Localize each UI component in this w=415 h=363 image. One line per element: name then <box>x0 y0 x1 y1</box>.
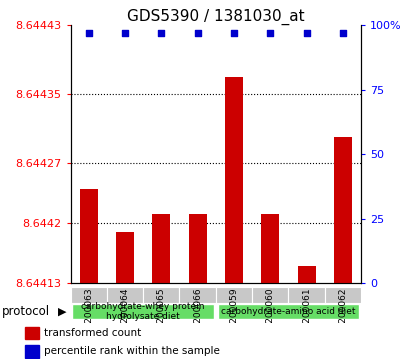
Point <box>339 30 346 36</box>
Bar <box>25 327 39 339</box>
Bar <box>80 189 98 283</box>
Bar <box>107 287 143 303</box>
Bar <box>288 287 325 303</box>
Text: GSM1200061: GSM1200061 <box>302 287 311 348</box>
Text: ▶: ▶ <box>58 306 66 316</box>
Bar <box>116 232 134 283</box>
Point <box>85 30 92 36</box>
Text: carbohydrate-whey protein
hydrolysate diet: carbohydrate-whey protein hydrolysate di… <box>81 302 205 321</box>
Bar <box>325 287 361 303</box>
Bar <box>188 215 207 283</box>
Bar <box>143 287 179 303</box>
Bar <box>216 287 252 303</box>
Bar <box>152 215 171 283</box>
Text: GSM1200066: GSM1200066 <box>193 287 202 348</box>
Point <box>122 30 128 36</box>
Bar <box>72 304 214 319</box>
Bar <box>261 215 279 283</box>
Text: GSM1200062: GSM1200062 <box>338 287 347 348</box>
Text: protocol: protocol <box>2 305 50 318</box>
Bar <box>25 345 39 358</box>
Bar <box>252 287 288 303</box>
Text: GSM1200060: GSM1200060 <box>266 287 275 348</box>
Point <box>303 30 310 36</box>
Bar <box>179 287 216 303</box>
Text: GSM1200064: GSM1200064 <box>120 287 129 348</box>
Text: transformed count: transformed count <box>44 328 141 338</box>
Bar <box>225 77 243 283</box>
Point <box>267 30 273 36</box>
Point <box>194 30 201 36</box>
Point <box>158 30 165 36</box>
Title: GDS5390 / 1381030_at: GDS5390 / 1381030_at <box>127 9 305 25</box>
Text: GSM1200063: GSM1200063 <box>84 287 93 348</box>
Bar <box>217 304 359 319</box>
Bar <box>71 287 107 303</box>
Text: percentile rank within the sample: percentile rank within the sample <box>44 346 220 356</box>
Text: GSM1200065: GSM1200065 <box>157 287 166 348</box>
Bar <box>334 137 352 283</box>
Text: GSM1200059: GSM1200059 <box>229 287 239 348</box>
Text: carbohydrate-amino acid diet: carbohydrate-amino acid diet <box>221 307 356 316</box>
Bar <box>298 266 316 283</box>
Point <box>231 30 237 36</box>
